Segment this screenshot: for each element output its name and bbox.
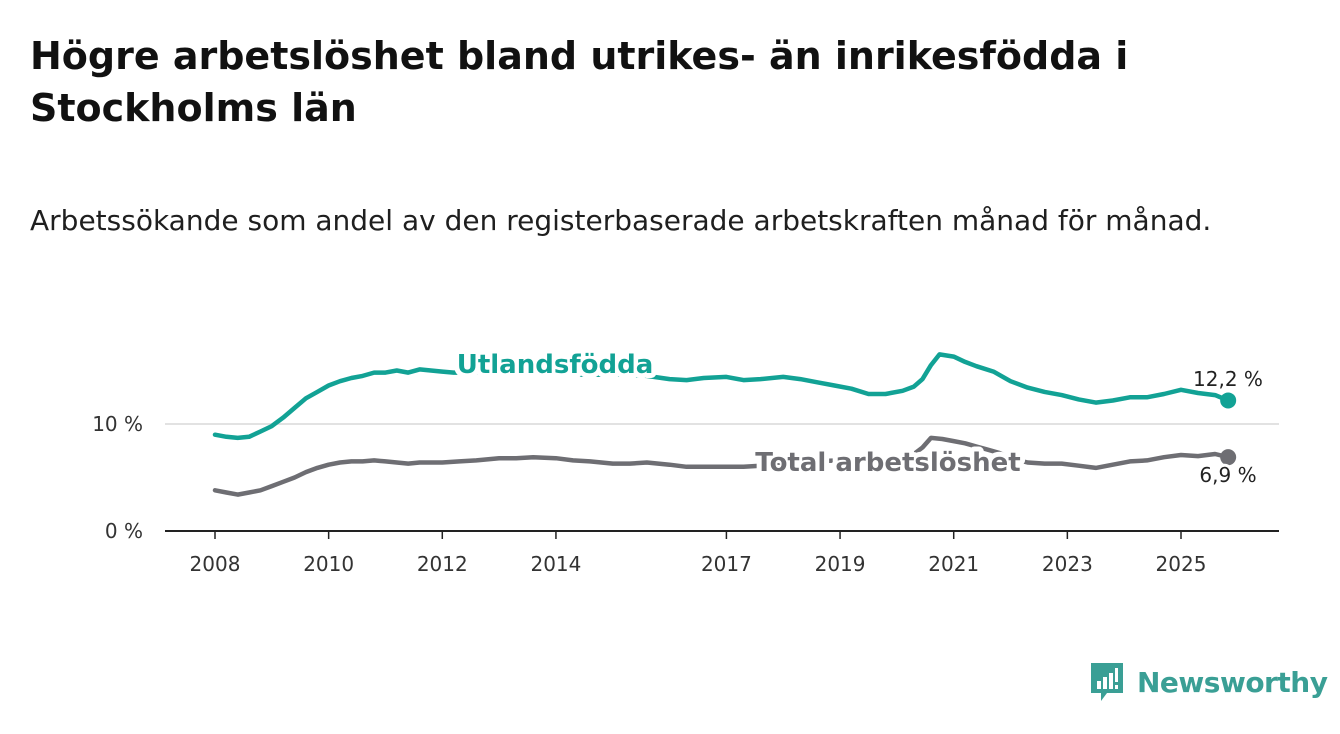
x-tick-label: 2012 <box>417 552 468 576</box>
x-tick-label: 2010 <box>303 552 354 576</box>
y-tick-label: 0 % <box>105 519 143 543</box>
x-tick-label: 2014 <box>530 552 581 576</box>
series-line-total-arbetsloshet <box>212 435 1231 497</box>
x-tick-label: 2021 <box>928 552 979 576</box>
chart-subtitle: Arbetssökande som andel av den registerb… <box>30 204 1212 237</box>
series-end-point-utlandsfodda <box>1220 392 1237 409</box>
newsworthy-logo: Newsworthy <box>1089 660 1328 704</box>
end-value-label-total-arbetsloshet: 6,9 % <box>1199 463 1256 487</box>
end-value-label-utlandsfodda: 12,2 % <box>1193 367 1263 391</box>
x-tick-label: 2019 <box>815 552 866 576</box>
x-tick-label: 2017 <box>701 552 752 576</box>
series-label-total-arbetsloshet: Total arbetslöshet <box>755 448 1020 478</box>
x-tick-label: 2025 <box>1156 552 1207 576</box>
chart-title: Högre arbetslöshet bland utrikes- än inr… <box>30 34 1129 130</box>
series-end-point-total-arbetsloshet <box>1220 449 1237 466</box>
bar-chart-speech-bubble-icon <box>1091 663 1123 701</box>
series-label-utlandsfodda: Utlandsfödda <box>457 350 654 380</box>
series-line-utlandsfodda <box>212 352 1231 441</box>
y-tick-label: 10 % <box>92 412 143 436</box>
x-tick-label: 2008 <box>190 552 241 576</box>
x-tick-label: 2023 <box>1042 552 1093 576</box>
brand-name: Newsworthy <box>1137 665 1328 699</box>
